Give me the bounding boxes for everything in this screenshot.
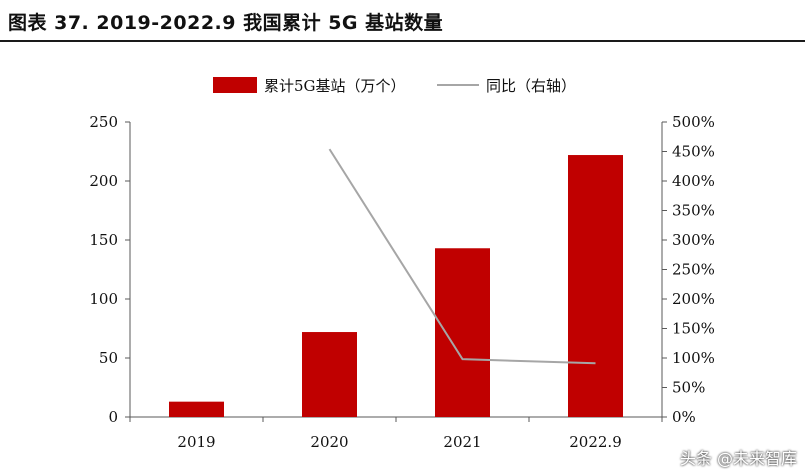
x-tick-label: 2022.9	[569, 433, 622, 451]
bar	[568, 155, 623, 418]
y-left-tick-label: 50	[99, 349, 118, 367]
y-right-tick-label: 200%	[672, 290, 715, 308]
x-tick-label: 2020	[310, 433, 348, 451]
legend-swatch-bar	[213, 77, 257, 93]
y-right-tick-label: 450%	[672, 143, 715, 161]
line-series	[328, 148, 596, 365]
y-right-tick-label: 100%	[672, 349, 715, 367]
bar	[169, 401, 224, 417]
series-line	[328, 148, 596, 365]
y-left-tick-label: 150	[89, 231, 118, 249]
bar	[302, 332, 357, 417]
y-left-tick-label: 100	[89, 290, 118, 308]
y-right-tick-label: 500%	[672, 113, 715, 131]
y-left-tick-label: 0	[108, 408, 118, 426]
x-tick-label: 2019	[177, 433, 215, 451]
y-right-tick-label: 300%	[672, 231, 715, 249]
y-right-tick-label: 50%	[672, 379, 705, 397]
x-tick-label: 2021	[443, 433, 481, 451]
y-left-tick-label: 200	[89, 172, 118, 190]
chart-title: 图表 37. 2019-2022.9 我国累计 5G 基站数量	[8, 12, 444, 34]
y-right-tick-label: 150%	[672, 320, 715, 338]
bar-series	[169, 155, 623, 418]
y-right-tick-label: 250%	[672, 261, 715, 279]
y-right-tick-label: 350%	[672, 202, 715, 220]
bar	[435, 248, 490, 417]
legend: 累计5G基站（万个） 同比（右轴）	[213, 77, 576, 95]
y-right-tick-label: 400%	[672, 172, 715, 190]
legend-label-line: 同比（右轴）	[486, 77, 576, 95]
title-divider	[0, 40, 805, 42]
y-right-tick-label: 0%	[672, 408, 696, 426]
legend-label-bar: 累计5G基站（万个）	[264, 77, 406, 95]
y-left-tick-label: 250	[89, 113, 118, 131]
watermark: 头条 @未来智库	[679, 449, 797, 468]
axes: 0 50 100 150 200 250 0% 50% 100% 150% 200% 250% 300%…	[89, 113, 715, 451]
